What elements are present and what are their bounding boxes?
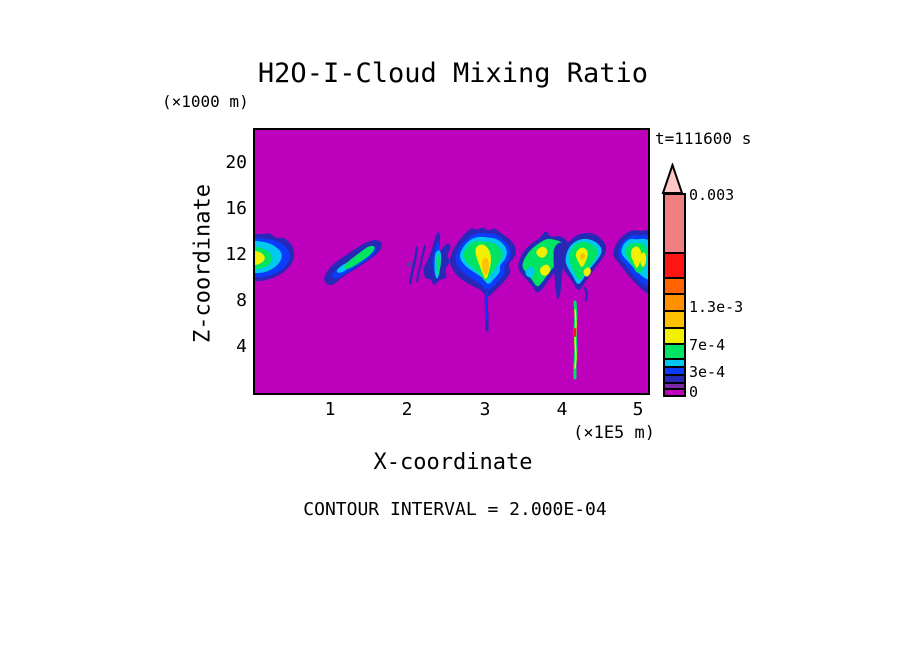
colorbar-segment-7 bbox=[665, 360, 684, 368]
y-axis-units: (×1000 m) bbox=[162, 92, 249, 111]
x-axis-label: X-coordinate bbox=[373, 450, 533, 475]
cloud-blob-cyan-24 bbox=[525, 266, 535, 278]
x-tick-3: 3 bbox=[479, 399, 491, 420]
colorbar-label-3e-4: 3e-4 bbox=[689, 363, 726, 381]
y-tick-8: 8 bbox=[236, 290, 247, 311]
x-tick-5: 5 bbox=[632, 399, 644, 420]
x-tick-2: 2 bbox=[401, 399, 413, 420]
cloud-streak-navy-4 bbox=[583, 286, 589, 302]
cloud-blob-yellow-4 bbox=[255, 251, 265, 266]
cloud-blob-yellow-22 bbox=[536, 246, 548, 258]
colorbar-segment-1 bbox=[665, 254, 684, 279]
cloud-blob-navy-25 bbox=[553, 242, 566, 299]
y-tick-4: 4 bbox=[236, 336, 247, 357]
cloud-blob-yellow-37 bbox=[639, 252, 647, 267]
colorbar-label-0.003: 0.003 bbox=[689, 186, 735, 204]
x-tick-1: 1 bbox=[324, 399, 336, 420]
time-annotation: t=111600 s bbox=[655, 129, 752, 148]
colorbar-label-1.3e-3: 1.3e-3 bbox=[689, 298, 744, 316]
colorbar-segment-9 bbox=[665, 376, 684, 384]
cloud-blob-amber-30 bbox=[579, 253, 586, 260]
x-axis-units: (×1E5 m) bbox=[573, 423, 655, 443]
colorbar-arrow-icon bbox=[661, 163, 684, 194]
colorbar-segment-2 bbox=[665, 279, 684, 295]
y-tick-16: 16 bbox=[225, 198, 247, 219]
cloud-streak-yellow-6 bbox=[574, 309, 577, 369]
colorbar-segment-11 bbox=[665, 390, 684, 395]
cloud-blob-yellow-23 bbox=[539, 264, 551, 276]
cloud-streak-navy-1 bbox=[416, 245, 426, 282]
colorbar-segment-5 bbox=[665, 329, 684, 345]
colorbar-segment-3 bbox=[665, 295, 684, 312]
y-tick-20: 20 bbox=[225, 152, 247, 173]
plot-title: H2O-I-Cloud Mixing Ratio bbox=[257, 58, 649, 89]
colorbar-label-7e-4: 7e-4 bbox=[689, 336, 726, 354]
cloud-streak-blue-3 bbox=[485, 291, 488, 321]
cloud-blob-amber-19 bbox=[481, 257, 489, 276]
cloud-blob-yellow-36 bbox=[630, 246, 642, 268]
cloud-blob-green-13 bbox=[436, 254, 441, 275]
colorbar-segment-10 bbox=[665, 384, 684, 390]
colorbar-segment-0 bbox=[665, 195, 684, 254]
colorbar-segment-8 bbox=[665, 368, 684, 376]
y-tick-12: 12 bbox=[225, 244, 247, 265]
cloud-streak-navy-0 bbox=[408, 246, 419, 285]
contour-field-svg bbox=[255, 227, 648, 380]
colorbar-arrow-triangle bbox=[661, 163, 684, 194]
colorbar-segment-4 bbox=[665, 312, 684, 329]
cloud-blob-purple-9 bbox=[405, 261, 414, 267]
cloud-blob-yellow-31 bbox=[583, 267, 591, 277]
colorbar-segment-6 bbox=[665, 345, 684, 360]
colorbar bbox=[663, 193, 686, 397]
contour-interval-note: CONTOUR INTERVAL = 2.000E-04 bbox=[303, 499, 607, 520]
plot-area bbox=[253, 128, 650, 395]
cloud-blob-green-8 bbox=[344, 245, 375, 270]
x-tick-4: 4 bbox=[556, 399, 568, 420]
colorbar-label-0: 0 bbox=[689, 383, 699, 401]
